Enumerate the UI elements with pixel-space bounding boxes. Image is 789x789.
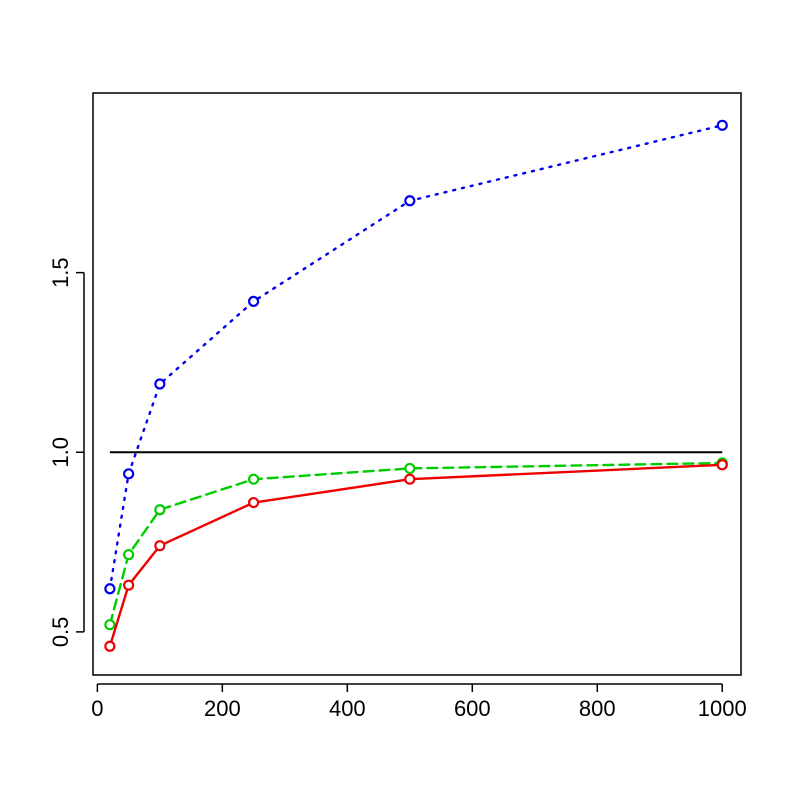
data-point xyxy=(247,496,260,509)
data-point xyxy=(404,473,416,485)
y-axis: 0.5 1.0 1.5 xyxy=(48,257,85,648)
series-3 xyxy=(104,459,728,652)
series-layer xyxy=(104,119,728,652)
x-tick-label: 1000 xyxy=(698,696,747,721)
y-tick-label: 1.0 xyxy=(48,437,73,468)
series-line xyxy=(108,461,724,626)
data-point xyxy=(154,540,166,552)
data-point xyxy=(404,462,416,475)
data-point xyxy=(247,473,260,485)
data-point xyxy=(716,459,728,471)
data-point xyxy=(154,378,166,390)
data-point xyxy=(104,583,116,595)
data-point xyxy=(716,119,728,131)
data-point xyxy=(123,579,135,591)
data-point xyxy=(154,504,166,516)
series-line xyxy=(108,124,724,590)
series-2 xyxy=(104,457,728,631)
x-tick-label: 400 xyxy=(329,696,366,721)
y-tick-label: 0.5 xyxy=(48,617,73,648)
data-point xyxy=(104,640,116,652)
x-axis: 0 200 400 600 800 1000 xyxy=(91,683,747,721)
data-point xyxy=(104,619,116,631)
y-tick-label: 1.5 xyxy=(48,257,73,288)
series-line xyxy=(108,463,724,648)
x-tick-label: 800 xyxy=(579,696,616,721)
series-1 xyxy=(104,119,728,595)
x-tick-label: 200 xyxy=(204,696,241,721)
data-point xyxy=(404,195,416,207)
data-point xyxy=(123,468,135,480)
plot-frame xyxy=(92,92,742,676)
data-point xyxy=(247,295,260,307)
x-tick-label: 600 xyxy=(454,696,491,721)
data-point xyxy=(123,549,135,561)
x-tick-label: 0 xyxy=(91,696,103,721)
